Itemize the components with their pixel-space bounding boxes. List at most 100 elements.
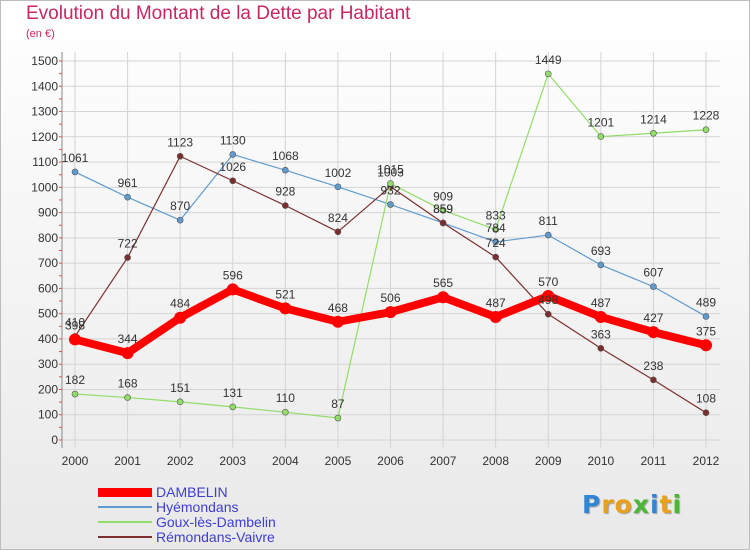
data-point xyxy=(650,283,657,290)
data-label: 693 xyxy=(591,244,611,258)
data-point xyxy=(650,376,657,384)
proxiti-logo: Proxiti xyxy=(582,490,683,519)
y-tick-label: 100 xyxy=(38,408,58,422)
data-label: 1449 xyxy=(535,53,562,67)
data-point xyxy=(282,202,289,209)
y-tick-label: 300 xyxy=(38,357,58,371)
legend-swatch xyxy=(98,536,152,538)
data-label: 363 xyxy=(591,327,611,341)
y-tick-label: 0 xyxy=(51,433,58,447)
data-label: 870 xyxy=(170,199,190,213)
data-label: 1214 xyxy=(640,112,667,126)
x-tick-label: 2002 xyxy=(167,454,194,468)
data-point xyxy=(439,219,447,227)
data-label: 238 xyxy=(643,359,663,373)
data-point xyxy=(384,306,397,319)
legend-swatch xyxy=(98,506,152,508)
data-label: 928 xyxy=(275,185,295,199)
data-label: 87 xyxy=(331,397,345,411)
data-label: 168 xyxy=(118,377,138,391)
legend-swatch xyxy=(98,487,152,497)
data-point xyxy=(282,408,289,416)
data-label: 110 xyxy=(276,391,295,405)
data-point xyxy=(282,166,289,174)
data-label: 784 xyxy=(486,221,506,235)
data-label: 722 xyxy=(118,237,138,251)
data-point xyxy=(124,254,131,261)
data-point xyxy=(489,310,502,323)
x-tick-label: 2009 xyxy=(535,454,562,468)
data-label: 833 xyxy=(486,209,506,223)
y-tick-label: 1500 xyxy=(31,54,58,68)
y-tick-label: 1100 xyxy=(32,155,58,169)
data-label: 1068 xyxy=(272,149,299,163)
data-point xyxy=(594,310,607,323)
data-point xyxy=(702,126,710,134)
data-label: 811 xyxy=(539,214,558,228)
y-tick-label: 200 xyxy=(38,382,58,396)
data-label: 1123 xyxy=(167,135,193,149)
data-point xyxy=(279,302,292,315)
chart-subtitle: (en €) xyxy=(26,28,55,40)
y-tick-label: 800 xyxy=(38,231,58,245)
chart-title: Evolution du Montant de la Dette par Hab… xyxy=(26,3,411,24)
data-point xyxy=(229,403,237,411)
data-point xyxy=(647,326,660,339)
data-label: 410 xyxy=(65,315,85,329)
data-point xyxy=(597,133,605,140)
y-tick-label: 1300 xyxy=(31,105,58,119)
x-tick-label: 2005 xyxy=(325,454,352,468)
data-point xyxy=(69,333,81,346)
x-tick-label: 2006 xyxy=(377,454,404,468)
data-point xyxy=(700,339,712,352)
x-tick-label: 2012 xyxy=(693,454,720,468)
data-label: 596 xyxy=(223,268,243,282)
x-tick-label: 2010 xyxy=(587,454,614,468)
data-label: 1201 xyxy=(587,116,614,130)
data-point xyxy=(439,207,447,214)
data-label: 1015 xyxy=(377,163,404,177)
data-point xyxy=(334,183,342,191)
data-point xyxy=(176,216,184,224)
data-point xyxy=(544,310,552,318)
data-point xyxy=(124,394,131,401)
data-point xyxy=(650,129,657,137)
data-point xyxy=(492,253,499,261)
data-label: 521 xyxy=(275,287,295,301)
data-label: 932 xyxy=(380,184,400,198)
x-tick-label: 2003 xyxy=(219,454,246,468)
data-label: 487 xyxy=(486,296,506,310)
legend-label: Rémondans-Vaivre xyxy=(156,529,275,545)
x-tick-label: 2004 xyxy=(272,454,299,468)
y-tick-label: 1200 xyxy=(31,130,58,144)
data-label: 506 xyxy=(380,291,400,305)
data-point xyxy=(229,151,237,158)
data-point xyxy=(176,152,184,160)
data-label: 344 xyxy=(118,332,138,346)
data-label: 489 xyxy=(696,295,716,309)
y-tick-label: 500 xyxy=(38,307,58,321)
data-label: 487 xyxy=(591,296,611,310)
y-tick-label: 600 xyxy=(38,281,58,295)
x-tick-label: 2000 xyxy=(62,454,89,468)
data-label: 398 xyxy=(65,318,85,332)
data-label: 859 xyxy=(433,202,453,216)
x-tick-label: 2011 xyxy=(641,454,667,468)
data-label: 151 xyxy=(170,381,190,395)
data-point xyxy=(124,193,131,201)
data-point xyxy=(492,238,499,246)
data-label: 824 xyxy=(328,211,348,225)
data-point xyxy=(597,261,605,269)
data-label: 859 xyxy=(433,202,453,216)
data-label: 1026 xyxy=(219,160,246,174)
y-tick-label: 1000 xyxy=(31,180,58,194)
data-point xyxy=(544,70,552,78)
data-point xyxy=(176,398,184,406)
y-tick-label: 900 xyxy=(38,206,58,220)
data-label: 909 xyxy=(433,189,453,203)
data-label: 1228 xyxy=(693,109,720,123)
legend-swatch xyxy=(98,521,152,523)
data-point xyxy=(597,344,605,352)
data-label: 108 xyxy=(696,392,716,406)
